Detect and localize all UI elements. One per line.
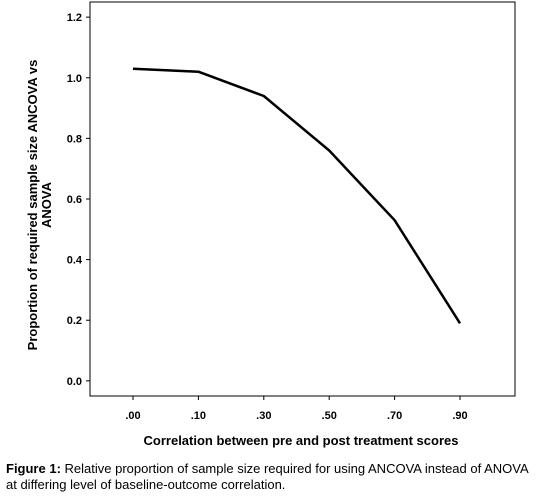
y-tick-label-4: 0.8 bbox=[67, 133, 82, 145]
x-tick-label-1: .10 bbox=[191, 410, 206, 422]
y-axis: 0.0 0.2 0.4 0.6 0.8 1.0 1.2 bbox=[67, 12, 90, 388]
y-axis-title-line-1: Proportion of required sample size ANCOV… bbox=[25, 60, 40, 351]
series-group bbox=[132, 67, 462, 324]
y-tick-label-0: 0.0 bbox=[67, 376, 82, 388]
y-tick-label-6: 1.2 bbox=[67, 12, 82, 24]
y-tick-label-2: 0.4 bbox=[67, 255, 83, 267]
y-tick-label-1: 0.2 bbox=[67, 315, 82, 327]
y-axis-title-line-2: ANOVA bbox=[39, 181, 54, 228]
x-tick-label-0: .00 bbox=[125, 410, 140, 422]
x-axis-title: Correlation between pre and post treatme… bbox=[144, 433, 459, 448]
y-tick-label-5: 1.0 bbox=[67, 73, 82, 85]
x-tick-label-4: .70 bbox=[387, 410, 402, 422]
caption-label: Figure 1: bbox=[6, 461, 61, 476]
y-axis-title: Proportion of required sample size ANCOV… bbox=[25, 60, 54, 351]
plot-area-frame bbox=[89, 1, 516, 397]
y-tick-label-3: 0.6 bbox=[67, 194, 82, 206]
x-tick-label-2: .30 bbox=[256, 410, 271, 422]
figure-caption: Figure 1: Relative proportion of sample … bbox=[6, 461, 538, 493]
series-line-0 bbox=[132, 67, 462, 324]
x-tick-label-5: .90 bbox=[452, 410, 467, 422]
caption-text: Relative proportion of sample size requi… bbox=[6, 461, 528, 492]
chart-svg: 0.0 0.2 0.4 0.6 0.8 1.0 1.2 .00 .10 .30 .50 .70 .90… bbox=[25, 1, 516, 448]
x-tick-label-3: .50 bbox=[322, 410, 337, 422]
x-axis: .00 .10 .30 .50 .70 .90 bbox=[125, 396, 468, 422]
